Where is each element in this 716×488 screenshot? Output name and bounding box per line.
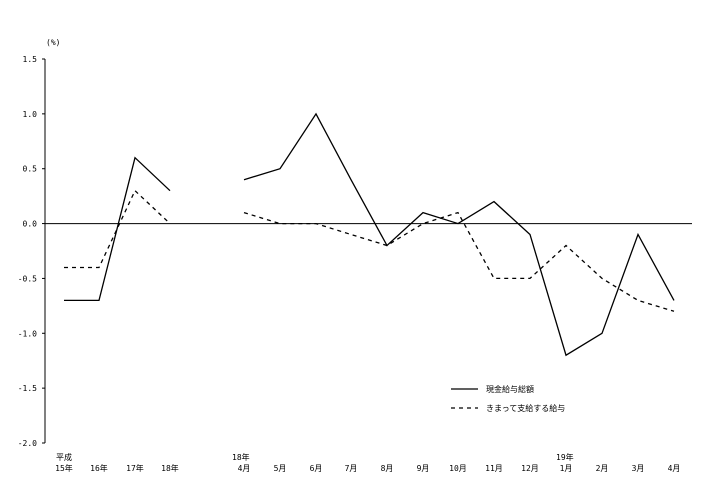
x-tick-label: 18年 [161, 463, 179, 473]
x-tick-label: 17年 [126, 463, 144, 473]
y-axis-unit-label: (%) [46, 38, 60, 47]
x-tick-label: 6月 [310, 464, 323, 473]
x-tick-label: 4月 [668, 464, 681, 473]
series-line-1-segment-2 [243, 112, 675, 357]
x-era-label: 18年 [232, 452, 250, 462]
y-tick-label: -0.5 [18, 274, 37, 283]
x-tick-label: 7月 [345, 464, 358, 473]
x-tick-label: 15年 [55, 463, 73, 473]
y-tick-label: 0.0 [23, 220, 38, 229]
series-line-1-segment-1 [64, 156, 171, 302]
series-line-2-segment-1 [64, 189, 171, 269]
legend-label-1: 現金給与総額 [486, 384, 534, 394]
x-tick-label: 11月 [485, 464, 503, 473]
x-tick-label: 1月 [560, 464, 573, 473]
y-tick-label: -2.0 [18, 439, 37, 448]
legend-label-2: きまって支給する給与 [486, 403, 565, 413]
y-tick-label: 0.5 [23, 165, 38, 174]
x-tick-label: 3月 [632, 464, 645, 473]
x-tick-label: 16年 [90, 463, 108, 473]
y-tick-label: 1.0 [23, 110, 38, 119]
x-tick-label: 8月 [381, 464, 394, 473]
x-tick-label: 12月 [521, 464, 539, 473]
x-tick-label: 10月 [449, 464, 467, 473]
x-tick-label: 9月 [417, 464, 430, 473]
x-tick-label: 4月 [238, 464, 251, 473]
x-era-label: 19年 [556, 452, 574, 462]
x-tick-label: 2月 [596, 464, 609, 473]
y-tick-label: 1.5 [23, 55, 38, 64]
series-line-2-segment-2 [243, 211, 675, 312]
y-tick-label: -1.5 [18, 384, 37, 393]
y-tick-label: -1.0 [18, 329, 37, 338]
x-tick-label: 5月 [274, 464, 287, 473]
y-axis-ticks: 1.5 1.0 0.5 0.0 -0.5 -1.0 -1.5 -2.0 [18, 55, 45, 448]
series-lines [64, 112, 675, 357]
x-era-label: 平成 [56, 452, 72, 462]
